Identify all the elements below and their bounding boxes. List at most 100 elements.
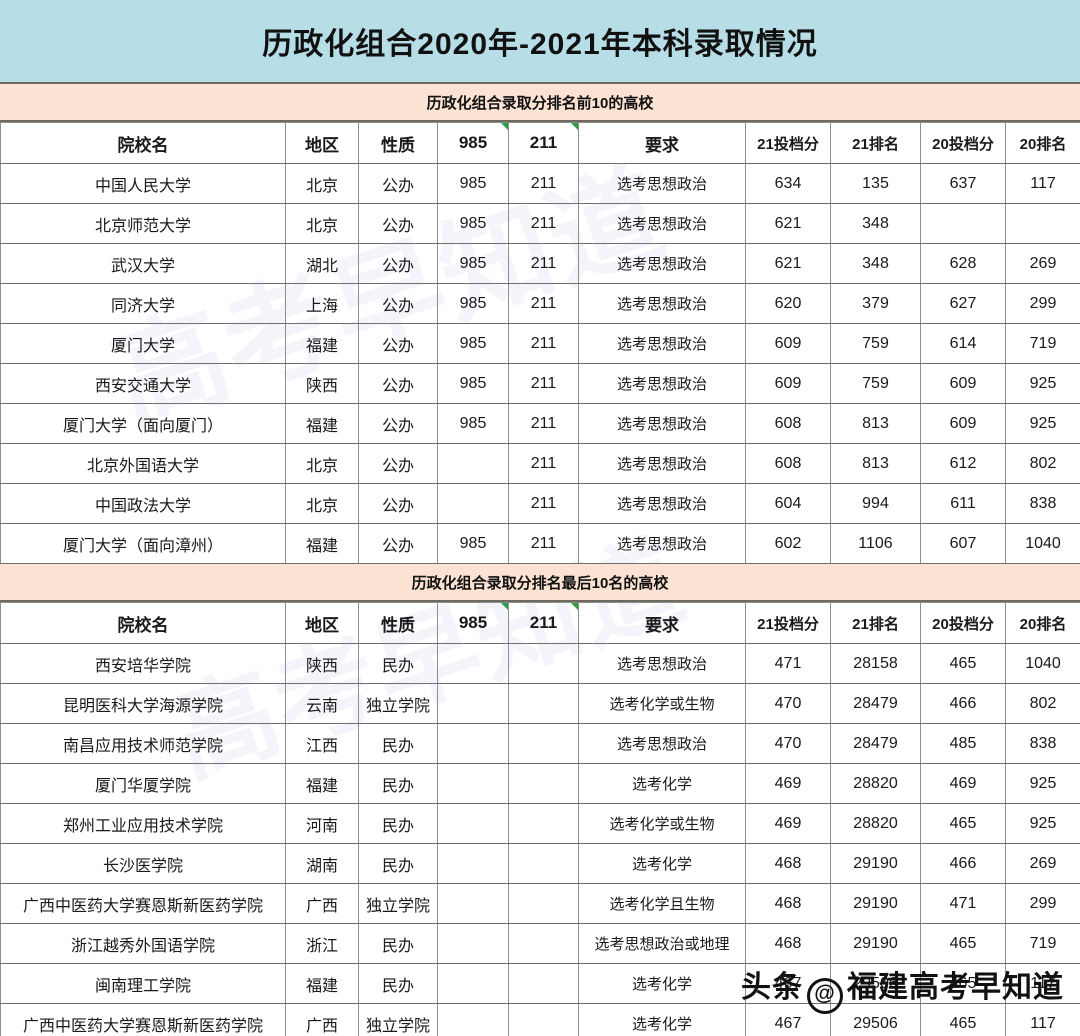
table-header-row: 院校名 地区 性质 985 211 要求 21投档分 21排名 20投档分 20… (0, 122, 1080, 164)
table-row: 长沙医学院 湖南 民办 选考化学 468 29190 466 269 (0, 843, 1080, 884)
cell-rank-21: 759 (830, 363, 921, 404)
cell-name: 南昌应用技术师范学院 (0, 723, 286, 764)
account-watermark: 头条 @ 福建高考早知道 (741, 962, 1064, 1014)
cell-name: 中国人民大学 (0, 163, 286, 204)
column-header-area: 地区 (285, 602, 359, 644)
cell-211: 211 (508, 443, 579, 484)
cell-985: 985 (437, 523, 509, 564)
cell-score-20: 485 (920, 723, 1006, 764)
cell-requirement: 选考思想政治 (578, 323, 746, 364)
column-header-name: 院校名 (0, 122, 286, 164)
cell-985 (437, 1003, 509, 1036)
cell-score-20: 466 (920, 843, 1006, 884)
cell-score-21: 468 (745, 923, 831, 964)
cell-score-20: 627 (920, 283, 1006, 324)
cell-rank-21: 1106 (830, 523, 921, 564)
cell-211 (508, 683, 579, 724)
cell-rank-20: 925 (1005, 803, 1080, 844)
cell-name: 厦门大学（面向漳州） (0, 523, 286, 564)
cell-211 (508, 963, 579, 1004)
column-header-985: 985 (437, 122, 509, 164)
cell-985 (437, 843, 509, 884)
cell-rank-21: 29190 (830, 883, 921, 924)
cell-type: 民办 (358, 923, 438, 964)
cell-area: 江西 (285, 723, 359, 764)
table-row: 西安培华学院 陕西 民办 选考思想政治 471 28158 465 1040 (0, 643, 1080, 684)
cell-area: 福建 (285, 963, 359, 1004)
cell-area: 北京 (285, 203, 359, 244)
cell-score-21: 604 (745, 483, 831, 524)
cell-score-20: 614 (920, 323, 1006, 364)
cell-985 (437, 723, 509, 764)
cell-211: 211 (508, 283, 579, 324)
table-row: 郑州工业应用技术学院 河南 民办 选考化学或生物 469 28820 465 925 (0, 803, 1080, 844)
cell-area: 上海 (285, 283, 359, 324)
cell-score-20: 637 (920, 163, 1006, 204)
cell-area: 福建 (285, 523, 359, 564)
table-row: 中国人民大学 北京 公办 985 211 选考思想政治 634 135 637 117 (0, 163, 1080, 204)
cell-area: 广西 (285, 883, 359, 924)
cell-score-21: 470 (745, 683, 831, 724)
cell-985 (437, 803, 509, 844)
cell-score-20: 466 (920, 683, 1006, 724)
section-header-top10: 历政化组合录取分排名前10的高校 (0, 84, 1080, 122)
cell-name: 广西中医药大学赛恩斯新医药学院 (0, 883, 286, 924)
cell-type: 公办 (358, 363, 438, 404)
cell-985 (437, 683, 509, 724)
account-watermark-name: 福建高考早知道 (847, 971, 1064, 1004)
cell-score-21: 609 (745, 363, 831, 404)
cell-requirement: 选考思想政治 (578, 523, 746, 564)
cell-requirement: 选考化学或生物 (578, 803, 746, 844)
cell-rank-21: 28820 (830, 763, 921, 804)
column-header-requirement: 要求 (578, 122, 746, 164)
cell-area: 云南 (285, 683, 359, 724)
cell-rank-21: 813 (830, 403, 921, 444)
cell-area: 湖北 (285, 243, 359, 284)
cell-211: 211 (508, 323, 579, 364)
cell-985: 985 (437, 243, 509, 284)
cell-requirement: 选考思想政治 (578, 203, 746, 244)
cell-rank-20: 925 (1005, 403, 1080, 444)
cell-type: 公办 (358, 163, 438, 204)
table-row: 闽南理工学院 福建 民办 选考化学 467 29506 465 117 (0, 963, 1080, 1004)
cell-requirement: 选考化学 (578, 843, 746, 884)
cell-211: 211 (508, 163, 579, 204)
column-header-211: 211 (508, 602, 579, 644)
table-row: 厦门大学（面向漳州） 福建 公办 985 211 选考思想政治 602 1106 607 1040 (0, 523, 1080, 564)
cell-requirement: 选考思想政治 (578, 283, 746, 324)
cell-requirement: 选考思想政治 (578, 483, 746, 524)
cell-name: 厦门大学（面向厦门） (0, 403, 286, 444)
cell-985: 985 (437, 203, 509, 244)
cell-rank-21: 29190 (830, 923, 921, 964)
cell-rank-20: 1040 (1005, 523, 1080, 564)
cell-211: 211 (508, 483, 579, 524)
cell-211: 211 (508, 523, 579, 564)
cell-score-20: 465 (920, 923, 1006, 964)
cell-requirement: 选考化学且生物 (578, 883, 746, 924)
column-header-requirement: 要求 (578, 602, 746, 644)
cell-requirement: 选考思想政治 (578, 163, 746, 204)
cell-name: 昆明医科大学海源学院 (0, 683, 286, 724)
cell-score-20: 471 (920, 883, 1006, 924)
cell-type: 公办 (358, 283, 438, 324)
cell-type: 民办 (358, 963, 438, 1004)
cell-rank-20: 838 (1005, 723, 1080, 764)
cell-985 (437, 483, 509, 524)
cell-requirement: 选考思想政治 (578, 403, 746, 444)
cell-score-20: 611 (920, 483, 1006, 524)
table-row: 中国政法大学 北京 公办 211 选考思想政治 604 994 611 838 (0, 483, 1080, 524)
cell-area: 北京 (285, 483, 359, 524)
cell-rank-20: 299 (1005, 283, 1080, 324)
cell-211 (508, 883, 579, 924)
cell-name: 闽南理工学院 (0, 963, 286, 1004)
cell-rank-20 (1005, 203, 1080, 244)
cell-rank-20: 925 (1005, 363, 1080, 404)
column-header-type: 性质 (358, 122, 438, 164)
cell-name: 浙江越秀外国语学院 (0, 923, 286, 964)
account-watermark-prefix: 头条 (741, 971, 803, 1004)
cell-score-21: 609 (745, 323, 831, 364)
cell-rank-21: 28158 (830, 643, 921, 684)
cell-score-20: 628 (920, 243, 1006, 284)
at-icon: @ (807, 978, 843, 1014)
